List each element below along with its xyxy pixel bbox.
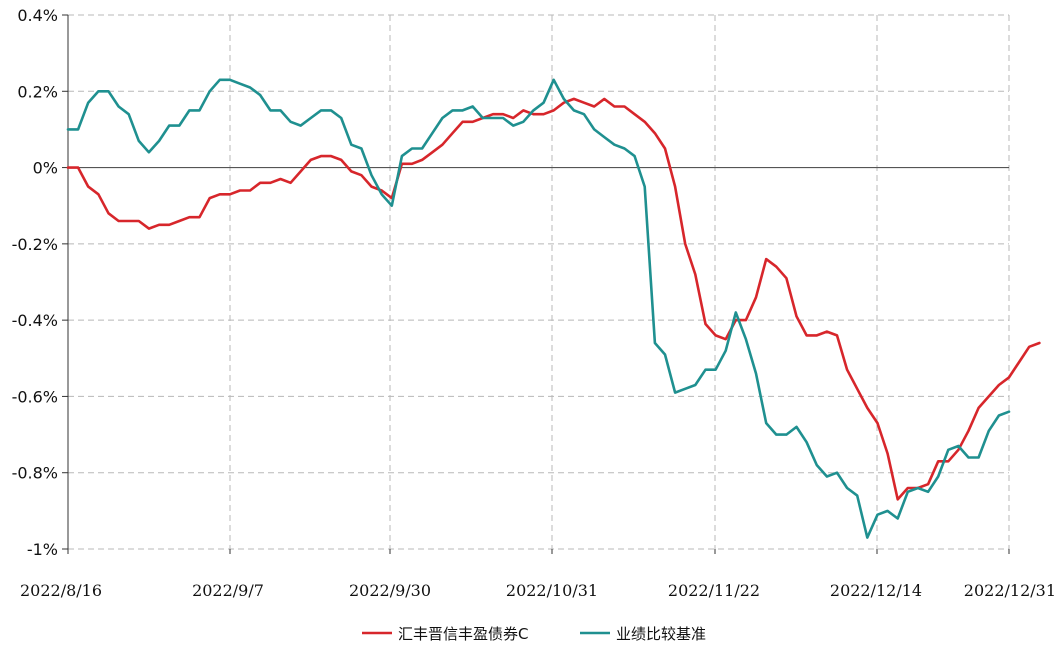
series-line-fund — [66, 97, 1041, 501]
y-tick-label: -1% — [27, 540, 58, 559]
y-tick-label: -0.2% — [12, 235, 58, 254]
legend-label-fund: 汇丰晋信丰盈债券C — [398, 625, 528, 643]
axis-layer — [62, 14, 1010, 554]
x-tick-label: 2022/9/30 — [349, 581, 431, 600]
x-tick-label: 2022/10/31 — [506, 581, 598, 600]
y-tick-label: 0% — [33, 159, 58, 178]
grid-layer — [67, 14, 1010, 550]
legend-label-benchmark: 业绩比较基准 — [616, 625, 706, 643]
series-layer — [66, 78, 1041, 539]
y-tick-label: -0.6% — [12, 387, 58, 406]
x-tick-label: 2022/11/22 — [668, 581, 760, 600]
y-tick-label: 0.4% — [17, 6, 58, 25]
y-tick-label: 0.2% — [17, 82, 58, 101]
y-tick-label: -0.4% — [12, 311, 58, 330]
tick-layer: 0.4% 0.2% 0% -0.2% -0.4% -0.6% -0.8% -1% 2022/8/… — [12, 6, 1056, 600]
x-tick-label: 2022/12/31 — [964, 581, 1056, 600]
legend: 汇丰晋信丰盈债券C 业绩比较基准 — [362, 625, 706, 643]
x-tick-label: 2022/9/7 — [192, 581, 264, 600]
series-line-benchmark — [66, 78, 1011, 539]
x-tick-label: 2022/12/14 — [830, 581, 922, 600]
y-tick-label: -0.8% — [12, 464, 58, 483]
x-tick-label: 2022/8/16 — [20, 581, 102, 600]
